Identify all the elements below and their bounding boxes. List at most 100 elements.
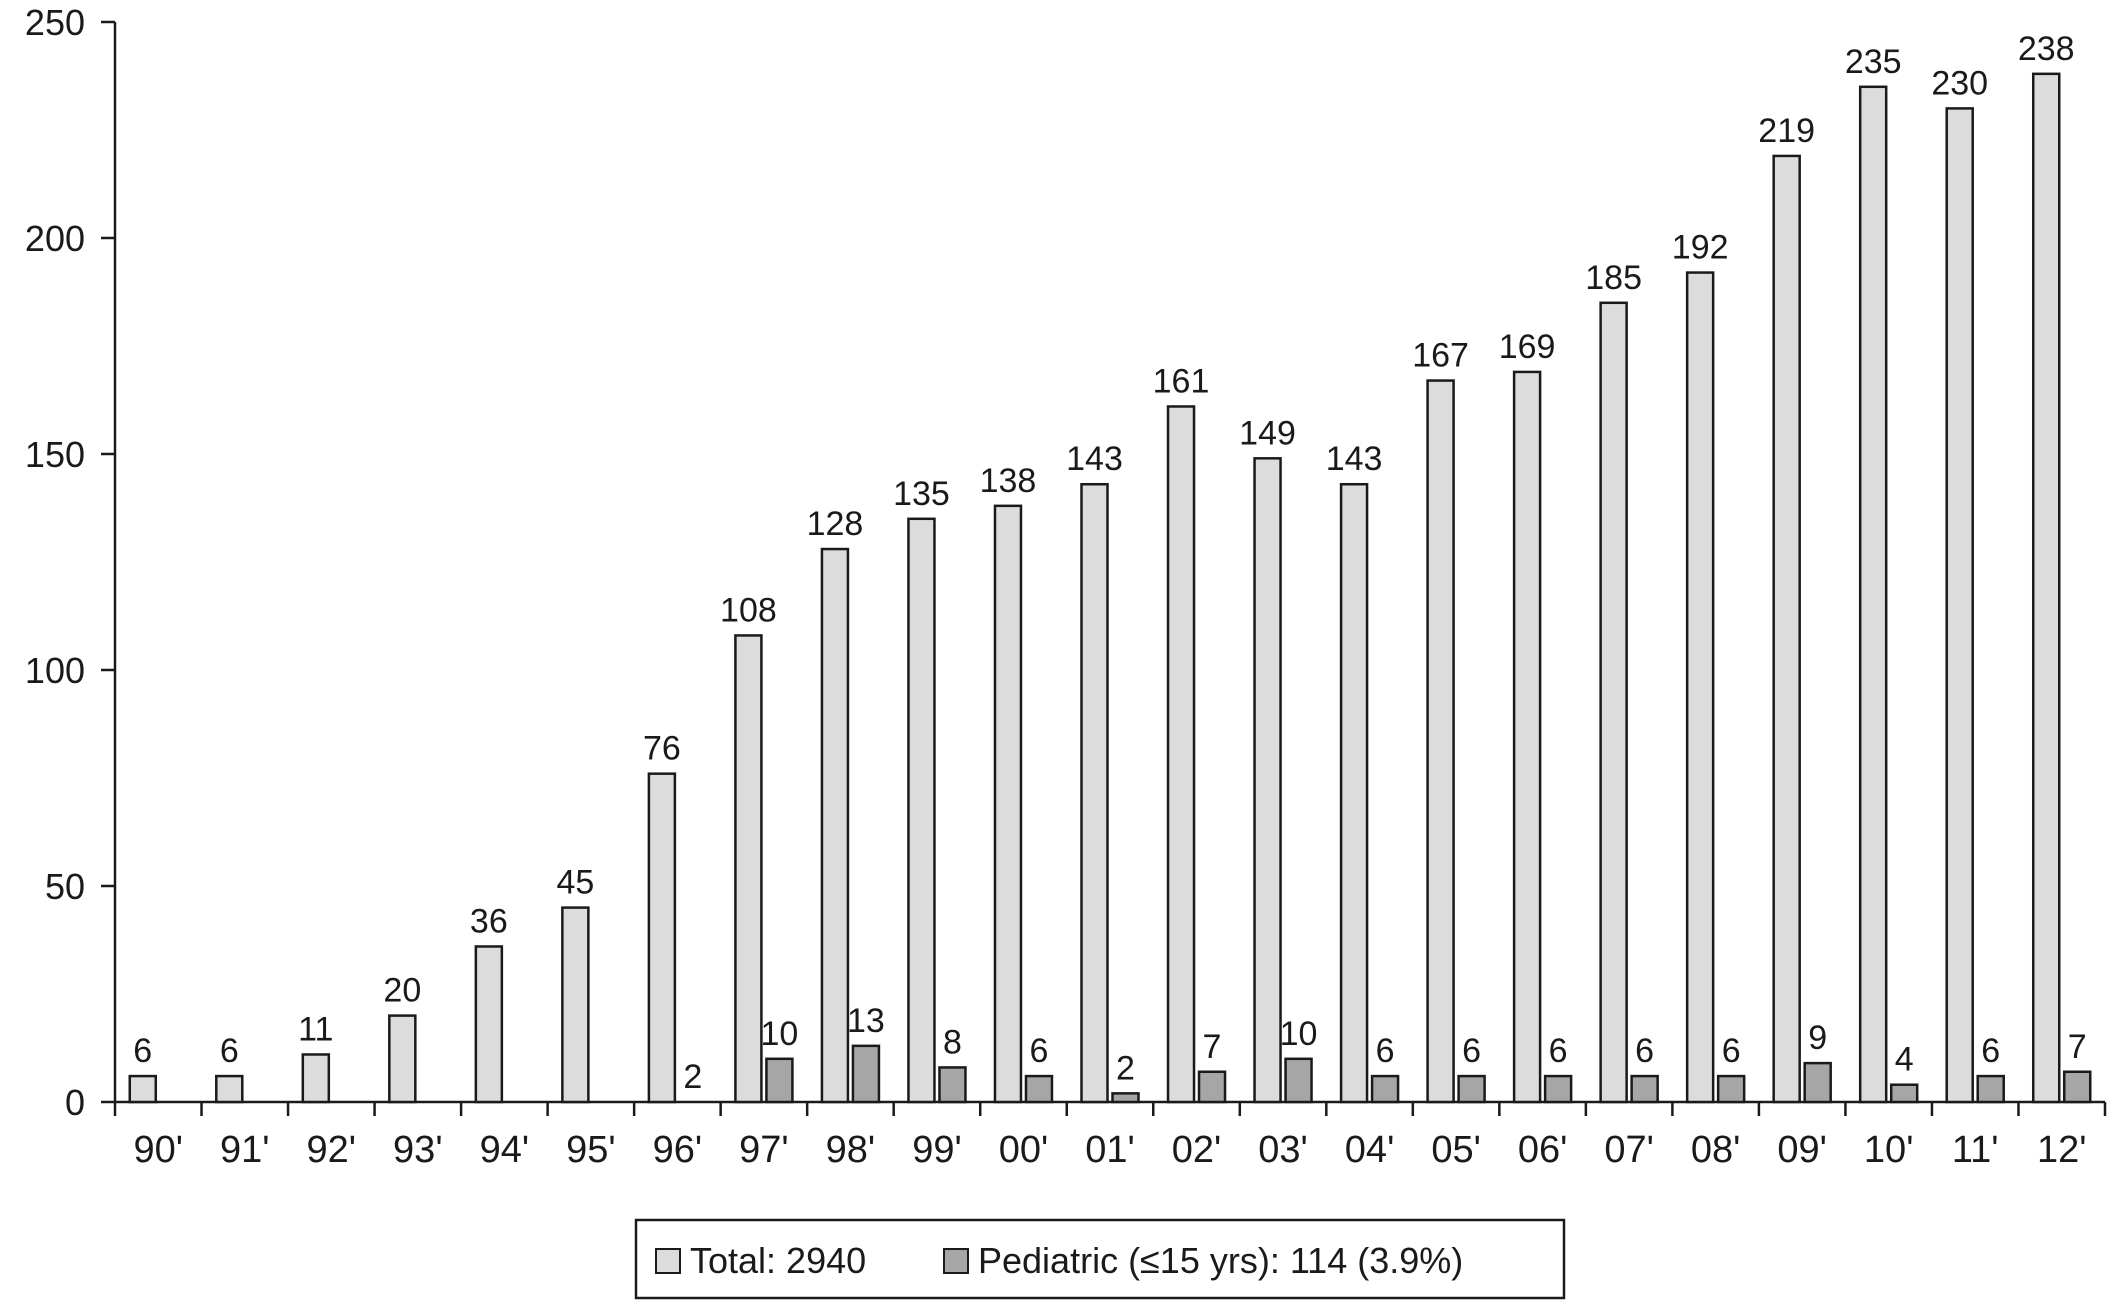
bar-pediatric [1803, 1061, 1832, 1104]
bar-total [734, 634, 763, 1104]
x-tick-label: 03' [1258, 1129, 1308, 1171]
bar-total [1166, 405, 1196, 1104]
bar-label-total: 192 [1672, 229, 1729, 267]
bar-label-total: 149 [1239, 414, 1296, 452]
bar-pediatric [1284, 1057, 1313, 1104]
bar-pediatric [1457, 1074, 1486, 1104]
y-axis: 0 50 100 150 200 250 [25, 2, 117, 1123]
legend-swatch-pediatric [943, 1248, 969, 1274]
x-tick-label: 12' [2037, 1129, 2087, 1171]
bar-label-pediatric: 7 [1203, 1028, 1222, 1066]
bar-label-pediatric: 4 [1895, 1041, 1914, 1079]
bar-pediatric [1716, 1074, 1746, 1104]
x-tick-label: 11' [1952, 1129, 1999, 1171]
bar-label-total: 185 [1585, 259, 1642, 297]
bar-label-pediatric: 9 [1808, 1019, 1827, 1057]
bar-pediatric [1197, 1070, 1227, 1104]
bar-label-total: 138 [980, 462, 1037, 500]
bar-label-total: 6 [220, 1032, 239, 1070]
bar-total [820, 547, 850, 1104]
bar-label-total: 11 [298, 1010, 333, 1048]
bar-label-total: 45 [556, 864, 594, 902]
bar-label-total: 135 [893, 475, 950, 513]
bar-label-pediatric: 13 [847, 1002, 885, 1040]
bar-label-total: 161 [1153, 362, 1210, 400]
x-tick-label: 08' [1691, 1129, 1741, 1171]
x-tick-label: 96' [653, 1129, 703, 1171]
bar-total [1599, 301, 1628, 1104]
y-tick-label: 250 [25, 2, 85, 43]
x-tick-label: 05' [1431, 1129, 1481, 1171]
x-tick-label: 07' [1604, 1129, 1654, 1171]
x-tick-label: 02' [1172, 1129, 1222, 1171]
y-tick-label: 100 [25, 650, 85, 691]
x-tick-label: 04' [1345, 1129, 1395, 1171]
bar-total [907, 517, 936, 1104]
bar-total [128, 1074, 158, 1104]
bar-total [1426, 379, 1455, 1104]
bar-label-pediatric: 2 [683, 1058, 702, 1096]
bar-label-total: 219 [1758, 112, 1815, 150]
bar-pediatric [765, 1057, 794, 1104]
bar-label-pediatric: 6 [1462, 1032, 1481, 1070]
bar-label-total: 6 [133, 1032, 152, 1070]
bar-label-pediatric: 2 [1116, 1049, 1135, 1087]
y-tick-label: 200 [25, 218, 85, 259]
bar-pediatric [1370, 1074, 1400, 1104]
bar-total [1253, 457, 1282, 1104]
bar-total [1512, 370, 1542, 1104]
bar-label-total: 76 [643, 730, 681, 768]
bar-label-total: 143 [1326, 440, 1383, 478]
x-tick-label: 94' [480, 1129, 530, 1171]
bar-label-pediatric: 6 [1722, 1032, 1741, 1070]
bar-label-total: 235 [1845, 43, 1902, 81]
bar-total [1080, 482, 1109, 1104]
bar-label-pediatric: 6 [1981, 1032, 2000, 1070]
bar-label-pediatric: 6 [1635, 1032, 1654, 1070]
legend-box [634, 1218, 1566, 1300]
legend-label-pediatric: Pediatric (≤15 yrs): 114 (3.9%) [978, 1240, 1463, 1281]
bar-total [1685, 271, 1715, 1104]
bar-total [1339, 482, 1369, 1104]
x-tick-label: 10' [1864, 1129, 1914, 1171]
bar-total [647, 772, 677, 1104]
legend-label-total: Total: 2940 [690, 1240, 866, 1281]
bars [128, 72, 2092, 1104]
bar-pediatric [1630, 1074, 1659, 1104]
bar-total [388, 1014, 417, 1104]
bar-label-total: 238 [2018, 30, 2075, 68]
bar-label-total: 128 [807, 505, 864, 543]
bar-pediatric [938, 1066, 967, 1104]
legend-swatch-total [655, 1248, 681, 1274]
x-tick-label: 00' [999, 1129, 1049, 1171]
bar-total [1772, 154, 1801, 1104]
bar-label-total: 20 [383, 972, 421, 1010]
bar-total [993, 504, 1023, 1104]
bar-label-total: 169 [1499, 328, 1556, 366]
x-tick-label: 93' [393, 1129, 443, 1171]
x-tick-label: 01' [1085, 1129, 1135, 1171]
legend: Total: 2940 Pediatric (≤15 yrs): 114 (3.… [634, 1218, 1566, 1300]
bar-label-pediatric: 6 [1549, 1032, 1568, 1070]
bar-pediatric [851, 1044, 881, 1104]
bar-label-total: 167 [1412, 337, 1469, 375]
x-tick-label: 09' [1777, 1129, 1827, 1171]
bar-total [1945, 107, 1974, 1104]
bar-total [474, 945, 504, 1104]
bar-total [561, 906, 590, 1104]
bar-pediatric [1024, 1074, 1054, 1104]
bar-pediatric [2062, 1070, 2092, 1104]
bar-label-pediatric: 6 [1376, 1032, 1395, 1070]
x-tick-label: 99' [912, 1129, 962, 1171]
bar-pediatric [1889, 1083, 1919, 1104]
bar-pediatric [1111, 1092, 1140, 1104]
bar-label-pediatric: 8 [943, 1023, 962, 1061]
x-tick-label: 98' [826, 1129, 876, 1171]
x-tick-label: 90' [133, 1129, 183, 1171]
x-axis: 90' 91' 92' 93' 94' 95' 96' 97' 98' 99' 00' 01' 02' 0… [113, 1100, 2107, 1171]
x-tick-label: 06' [1518, 1129, 1568, 1171]
x-tick-label: 92' [307, 1129, 357, 1171]
bar-label-pediatric: 6 [1030, 1032, 1049, 1070]
